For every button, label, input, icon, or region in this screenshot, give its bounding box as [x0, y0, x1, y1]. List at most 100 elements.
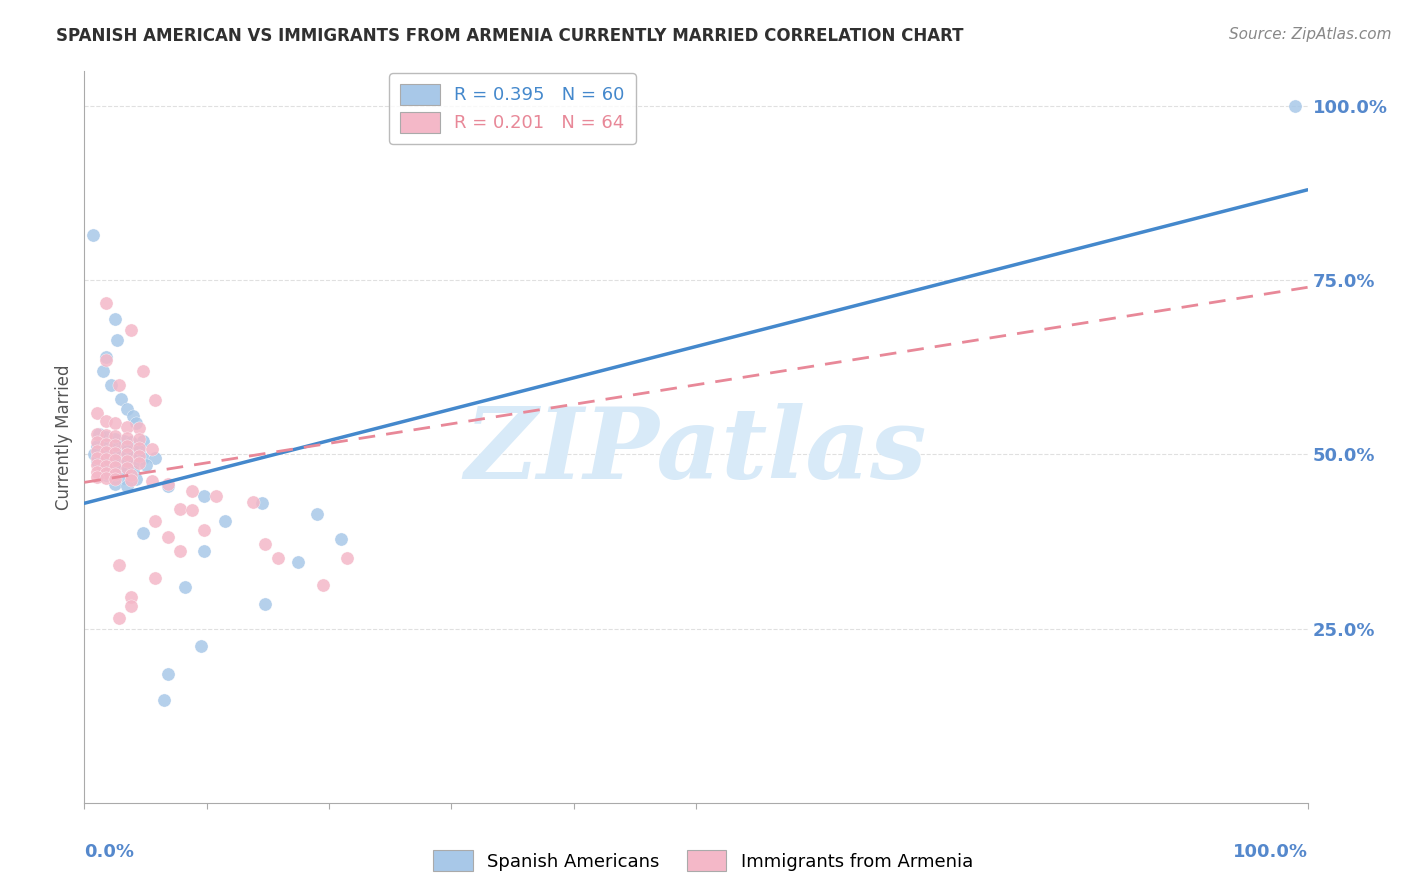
- Point: [125, 416, 148, 430]
- Point: [120, 591, 142, 605]
- Point: [312, 578, 335, 592]
- Point: [86, 450, 108, 465]
- Point: [156, 667, 179, 681]
- Point: [96, 430, 118, 444]
- Point: [96, 468, 118, 483]
- Point: [100, 450, 122, 464]
- Point: [132, 364, 155, 378]
- Point: [254, 597, 277, 611]
- Legend: R = 0.395   N = 60, R = 0.201   N = 64: R = 0.395 N = 60, R = 0.201 N = 64: [389, 73, 636, 144]
- Point: [122, 457, 145, 471]
- Point: [110, 392, 132, 406]
- Point: [115, 431, 138, 445]
- Point: [120, 473, 142, 487]
- Point: [132, 450, 155, 465]
- Point: [83, 448, 105, 462]
- Point: [205, 489, 228, 503]
- Point: [254, 536, 277, 550]
- Point: [128, 441, 150, 455]
- Point: [287, 556, 309, 570]
- Point: [104, 456, 127, 470]
- Point: [104, 472, 127, 486]
- Point: [128, 456, 150, 470]
- Point: [96, 295, 118, 310]
- Text: 100.0%: 100.0%: [1233, 843, 1308, 861]
- Point: [86, 454, 108, 468]
- Point: [242, 495, 264, 509]
- Text: Source: ZipAtlas.com: Source: ZipAtlas.com: [1229, 27, 1392, 42]
- Point: [91, 364, 114, 378]
- Point: [96, 445, 118, 459]
- Point: [193, 543, 215, 558]
- Point: [115, 479, 138, 493]
- Point: [112, 457, 135, 471]
- Text: ZIPatlas: ZIPatlas: [465, 403, 927, 500]
- Point: [115, 439, 138, 453]
- Point: [96, 428, 118, 442]
- Point: [115, 402, 138, 417]
- Point: [96, 459, 118, 474]
- Point: [115, 444, 138, 458]
- Point: [86, 406, 108, 420]
- Point: [104, 467, 127, 481]
- Y-axis label: Currently Married: Currently Married: [55, 364, 73, 510]
- Point: [104, 460, 127, 475]
- Point: [156, 479, 179, 493]
- Point: [120, 599, 142, 614]
- Point: [107, 558, 129, 572]
- Point: [86, 434, 108, 449]
- Point: [107, 377, 129, 392]
- Point: [112, 471, 135, 485]
- Point: [100, 377, 122, 392]
- Point: [104, 470, 127, 484]
- Point: [107, 611, 129, 625]
- Point: [214, 514, 236, 528]
- Point: [122, 464, 145, 478]
- Point: [143, 572, 166, 586]
- Point: [86, 439, 108, 453]
- Point: [120, 468, 142, 483]
- Point: [153, 692, 176, 706]
- Point: [91, 461, 114, 475]
- Point: [305, 507, 328, 521]
- Point: [93, 441, 115, 455]
- Point: [104, 416, 127, 430]
- Text: 0.0%: 0.0%: [84, 843, 135, 861]
- Point: [169, 543, 191, 558]
- Point: [110, 450, 132, 465]
- Point: [110, 463, 132, 477]
- Point: [135, 458, 157, 472]
- Point: [86, 444, 108, 458]
- Point: [86, 426, 108, 441]
- Point: [96, 437, 118, 451]
- Legend: Spanish Americans, Immigrants from Armenia: Spanish Americans, Immigrants from Armen…: [426, 843, 980, 879]
- Point: [104, 429, 127, 443]
- Text: SPANISH AMERICAN VS IMMIGRANTS FROM ARMENIA CURRENTLY MARRIED CORRELATION CHART: SPANISH AMERICAN VS IMMIGRANTS FROM ARME…: [56, 27, 963, 45]
- Point: [141, 474, 163, 488]
- Point: [96, 353, 118, 368]
- Point: [87, 426, 110, 441]
- Point: [96, 350, 118, 364]
- Point: [104, 453, 127, 467]
- Point: [96, 414, 118, 428]
- Point: [115, 454, 138, 468]
- Point: [96, 452, 118, 467]
- Point: [104, 446, 127, 460]
- Point: [122, 409, 145, 424]
- Point: [86, 470, 108, 484]
- Point: [104, 476, 127, 491]
- Point: [96, 471, 118, 485]
- Point: [100, 463, 122, 477]
- Point: [115, 448, 138, 462]
- Point: [181, 503, 204, 517]
- Point: [100, 442, 122, 456]
- Point: [125, 472, 148, 486]
- Point: [104, 438, 127, 452]
- Point: [115, 461, 138, 475]
- Point: [173, 580, 195, 594]
- Point: [112, 434, 135, 448]
- Point: [250, 496, 273, 510]
- Point: [107, 444, 129, 458]
- Point: [169, 501, 191, 516]
- Point: [128, 444, 150, 458]
